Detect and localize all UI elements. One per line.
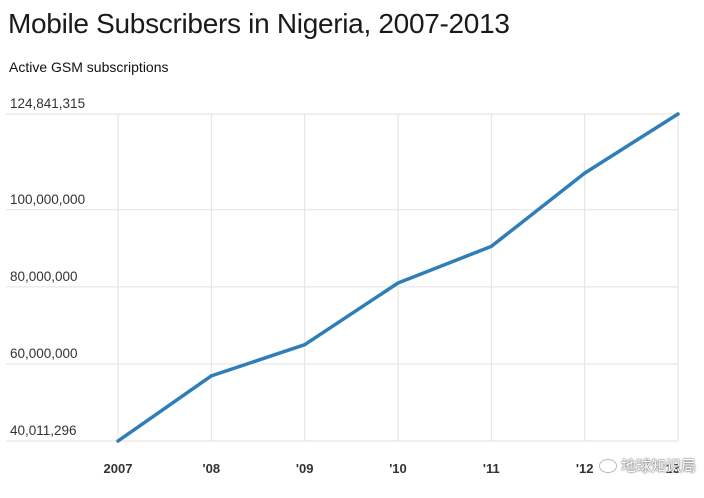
y-tick-label: 124,841,315 [10,96,85,111]
y-tick-label: 40,011,296 [10,423,77,438]
data-point [396,281,400,285]
chart-title: Mobile Subscribers in Nigeria, 2007-2013 [8,8,510,39]
x-tick-label: '10 [389,461,407,476]
x-tick-label: '13 [662,461,680,476]
y-tick-label: 60,000,000 [10,346,78,361]
x-tick-label: '12 [576,461,594,476]
x-tick-label: 2007 [104,461,133,476]
wechat-icon [598,458,617,473]
watermark: 地球知识局 [598,455,696,476]
x-tick-label: '08 [203,461,221,476]
data-point [489,244,493,248]
data-point [583,171,587,175]
watermark-text: 地球知识局 [620,458,696,475]
x-tick-label: '09 [296,461,314,476]
y-tick-label: 100,000,000 [10,192,85,207]
data-point [676,112,680,116]
x-tick-label: '11 [483,461,500,476]
data-point [303,343,307,347]
data-point [209,374,213,378]
chart-subtitle: Active GSM subscriptions [9,59,169,75]
y-tick-label: 80,000,000 [10,269,78,284]
data-point [116,439,120,443]
